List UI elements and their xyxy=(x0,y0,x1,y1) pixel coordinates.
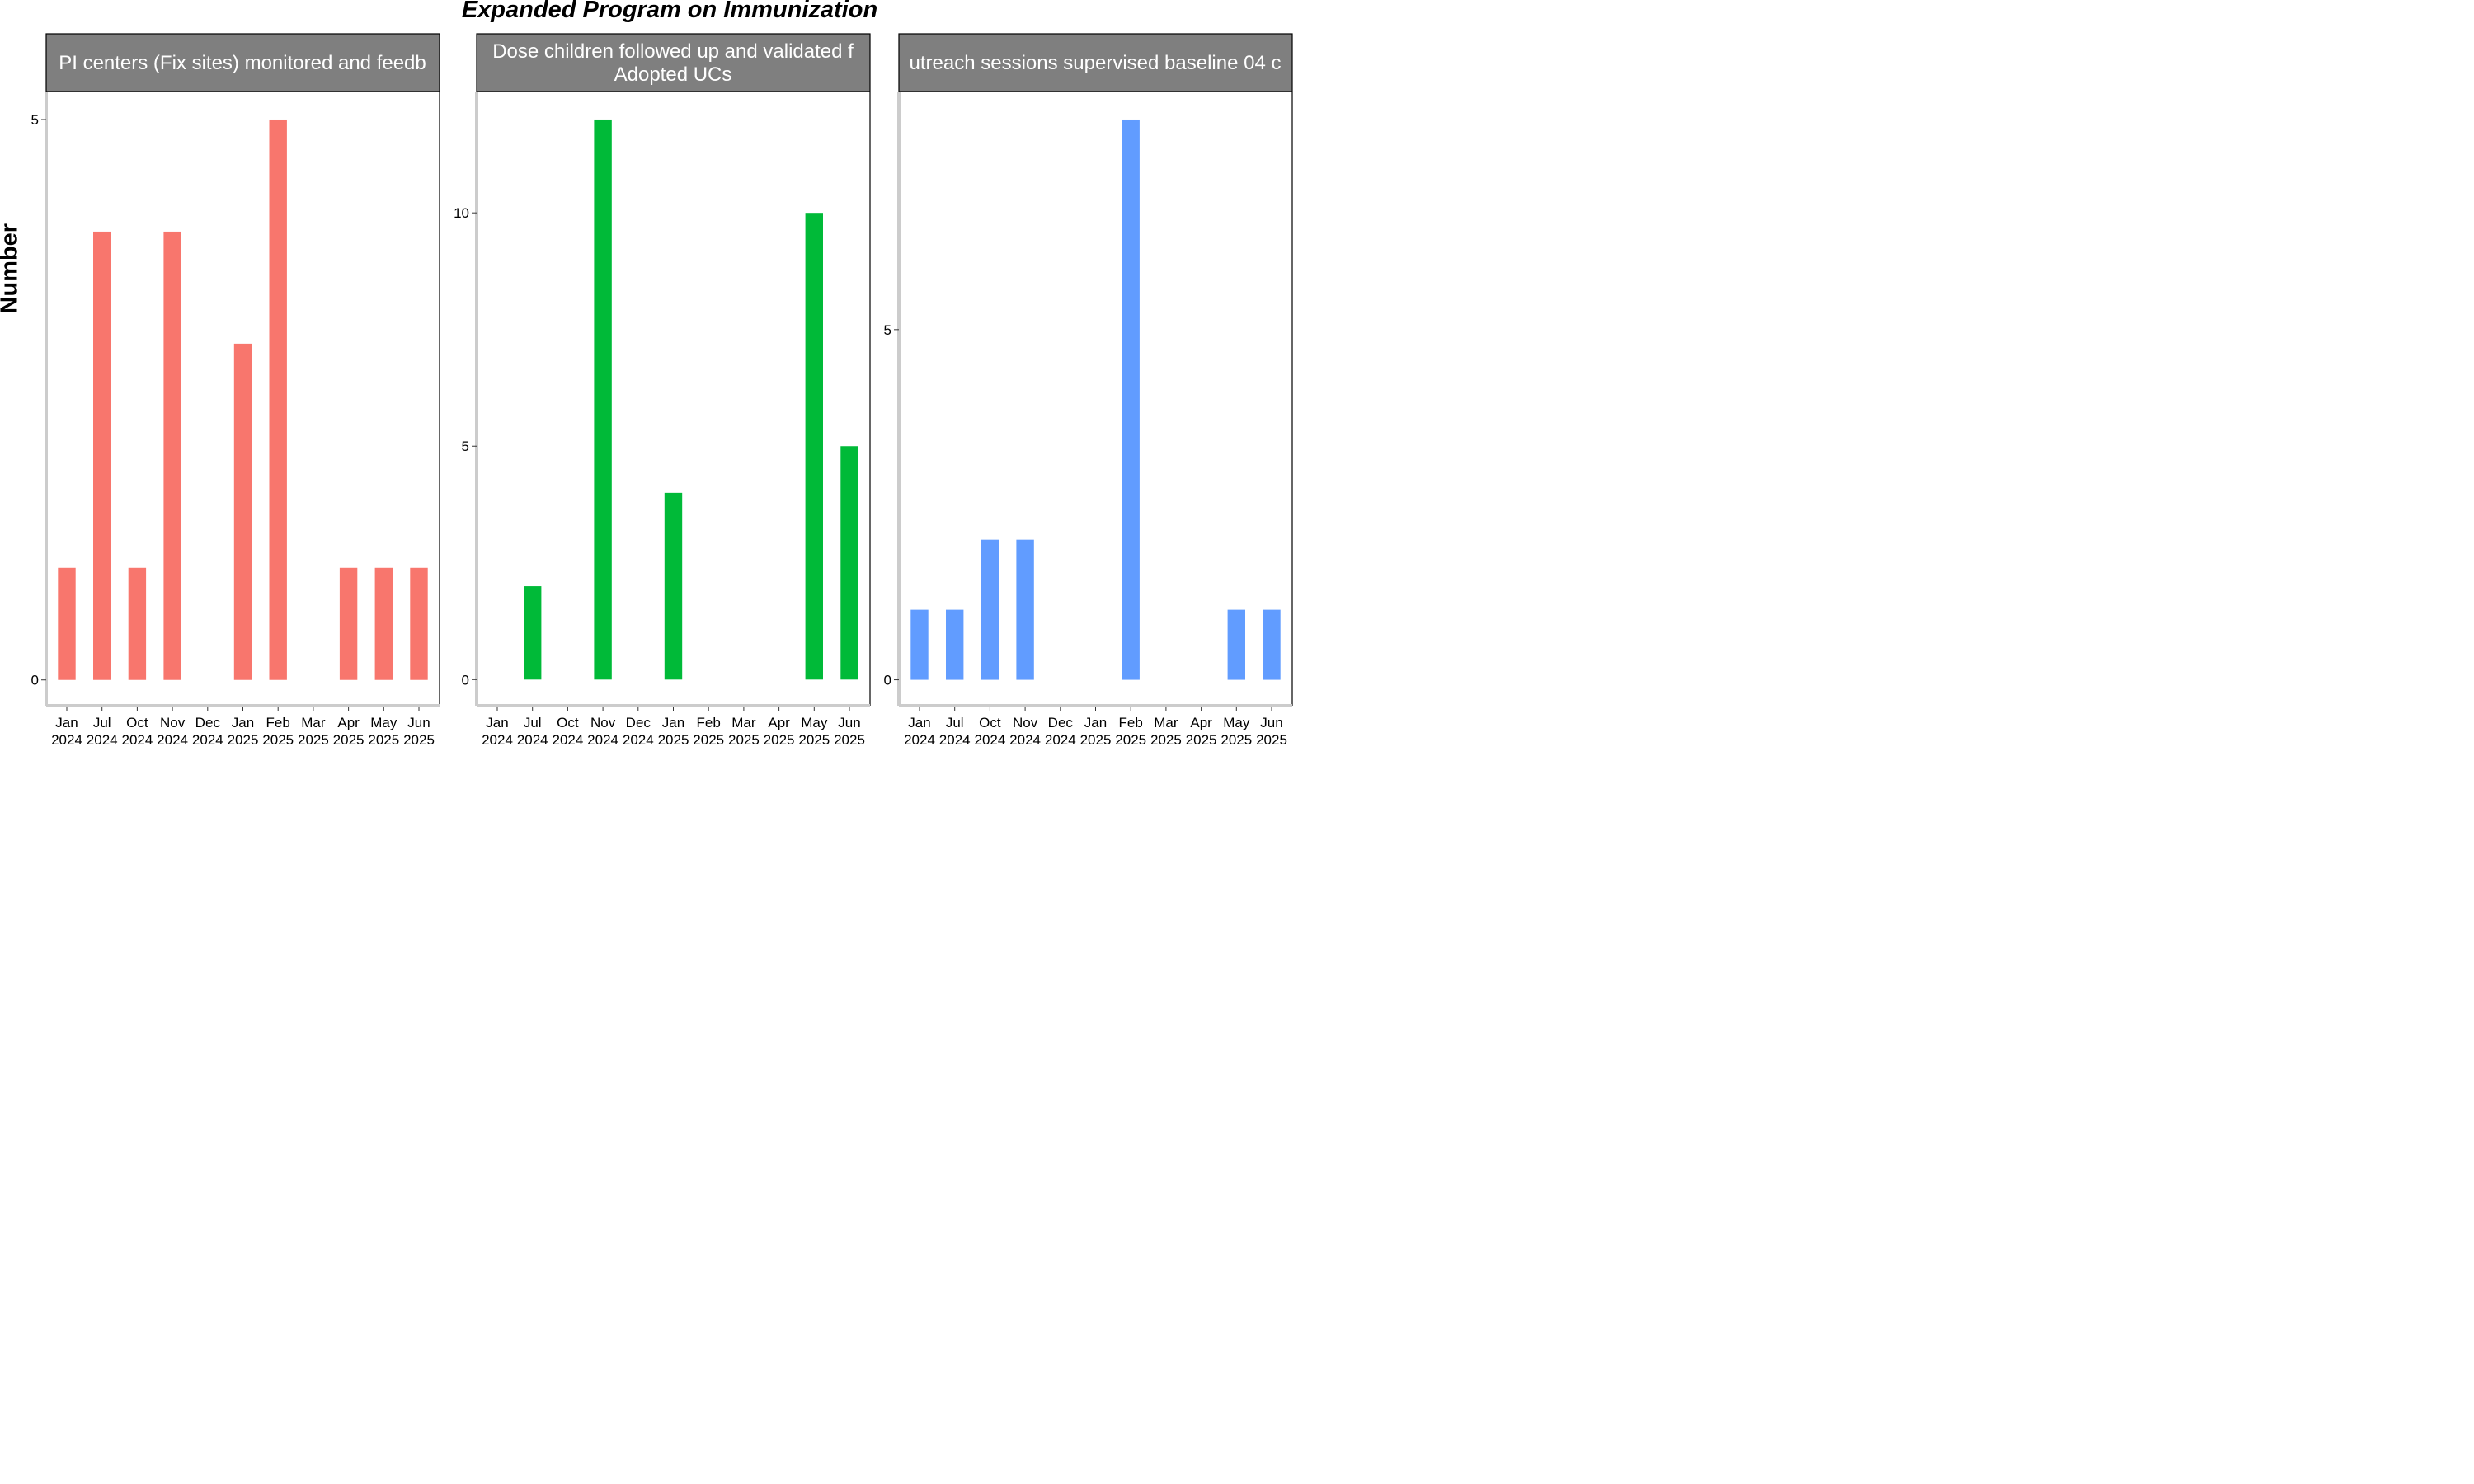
bar xyxy=(128,567,147,680)
x-tick-label: Jan 2024 xyxy=(51,715,82,748)
x-tick-label: Apr 2025 xyxy=(333,715,365,748)
facet-panel-2: Dose children followed up and validated … xyxy=(454,33,871,748)
x-tick-label: Feb 2025 xyxy=(1115,715,1146,748)
x-tick-label: Jun 2025 xyxy=(403,715,435,748)
x-tick-label: Dec 2024 xyxy=(192,715,223,748)
facet-panel-1: PI centers (Fix sites) monitored and fee… xyxy=(31,33,440,748)
y-tick-label: 0 xyxy=(462,672,469,688)
x-tick-label: Jan 2025 xyxy=(1080,715,1112,748)
x-tick-label: Oct 2024 xyxy=(974,715,1005,748)
x-tick-label: Nov 2024 xyxy=(587,715,618,748)
x-tick-label: Mar 2025 xyxy=(1150,715,1182,748)
bar xyxy=(910,609,929,680)
x-tick-label: Nov 2024 xyxy=(1009,715,1041,748)
x-tick-label: Jun 2025 xyxy=(1256,715,1287,748)
bar xyxy=(374,567,393,680)
y-tick-label: 10 xyxy=(454,205,469,221)
bar xyxy=(1122,119,1140,680)
facet-strip xyxy=(45,33,440,92)
x-tick-label: Oct 2024 xyxy=(121,715,153,748)
bar xyxy=(410,567,428,680)
bar xyxy=(1016,539,1034,680)
bar xyxy=(233,343,252,680)
bar xyxy=(163,231,181,680)
x-tick-label: Jan 2024 xyxy=(482,715,513,748)
y-tick-label: 0 xyxy=(884,673,891,688)
y-tick-label: 0 xyxy=(31,673,39,688)
x-tick-label: Dec 2024 xyxy=(1045,715,1076,748)
bar xyxy=(981,539,999,680)
bar xyxy=(269,119,287,680)
x-tick-label: May 2025 xyxy=(368,715,399,748)
x-tick-label: Apr 2025 xyxy=(1186,715,1217,748)
y-tick-label: 5 xyxy=(462,439,469,454)
x-tick-label: Jul 2024 xyxy=(87,715,118,748)
x-tick-label: Feb 2025 xyxy=(262,715,294,748)
bar xyxy=(339,567,358,680)
y-tick-label: 5 xyxy=(31,112,39,128)
bar xyxy=(1227,609,1245,680)
facet-strip xyxy=(898,33,1293,92)
bar xyxy=(524,586,542,680)
bar xyxy=(664,492,683,680)
bar xyxy=(58,567,76,680)
x-tick-label: May 2025 xyxy=(798,715,830,748)
bar xyxy=(840,446,858,680)
x-tick-label: Feb 2025 xyxy=(693,715,724,748)
x-tick-label: Jan 2024 xyxy=(904,715,935,748)
x-tick-label: Jun 2025 xyxy=(834,715,865,748)
x-tick-label: Jan 2025 xyxy=(228,715,259,748)
x-tick-label: Apr 2025 xyxy=(764,715,795,748)
x-tick-label: Nov 2024 xyxy=(157,715,188,748)
facet-plots: PI centers (Fix sites) monitored and fee… xyxy=(31,33,1293,748)
bar xyxy=(93,231,111,680)
x-tick-label: Jan 2025 xyxy=(658,715,689,748)
facet-label: PI centers (Fix sites) monitored and fee… xyxy=(59,52,426,74)
x-tick-label: May 2025 xyxy=(1221,715,1252,748)
x-tick-label: Jul 2024 xyxy=(517,715,548,748)
facet-strip xyxy=(476,33,871,92)
x-tick-label: Dec 2024 xyxy=(623,715,654,748)
bar xyxy=(594,119,612,680)
x-tick-label: Jul 2024 xyxy=(939,715,971,748)
facet-panel-3: utreach sessions supervised baseline 04 … xyxy=(884,33,1293,748)
x-tick-label: Mar 2025 xyxy=(728,715,760,748)
y-tick-label: 5 xyxy=(884,322,891,338)
chart-title: Expanded Program on Immunization xyxy=(461,0,878,23)
bar xyxy=(805,213,823,680)
x-tick-label: Mar 2025 xyxy=(298,715,329,748)
facet-label: utreach sessions supervised baseline 04 … xyxy=(910,52,1282,74)
chart-figure: Expanded Program on Immunization Number … xyxy=(0,0,1293,775)
bar xyxy=(946,609,964,680)
facet-label: Dose children followed up and validated … xyxy=(492,40,854,86)
bar xyxy=(1263,609,1281,680)
x-tick-label: Oct 2024 xyxy=(552,715,583,748)
